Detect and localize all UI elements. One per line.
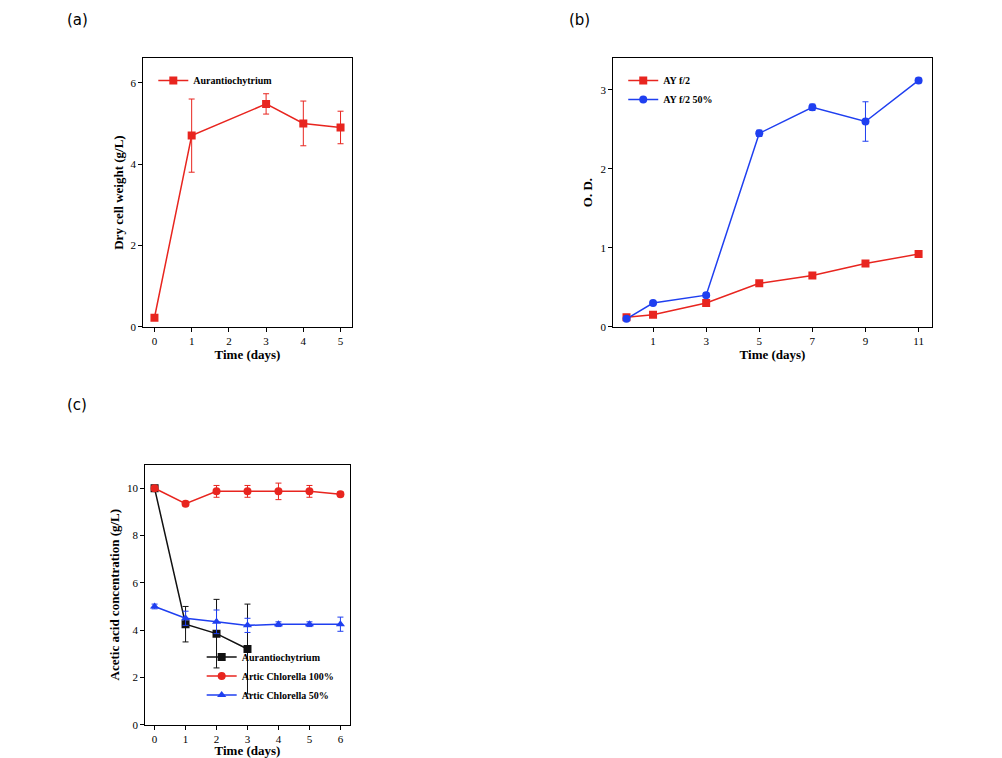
svg-text:AY f/2 50%: AY f/2 50% [663, 94, 712, 105]
svg-text:O. D.: O. D. [580, 178, 595, 207]
svg-text:0: 0 [601, 321, 607, 333]
svg-text:1: 1 [650, 335, 656, 347]
svg-text:(b): (b) [569, 11, 590, 29]
svg-text:Artic Chlorella 100%: Artic Chlorella 100% [242, 671, 334, 682]
svg-text:2: 2 [133, 671, 139, 683]
svg-text:Dry cell weight (g/L): Dry cell weight (g/L) [111, 135, 126, 249]
svg-text:Time (days): Time (days) [740, 347, 806, 362]
svg-text:2: 2 [601, 163, 607, 175]
svg-text:Acetic acid concentration (g/L: Acetic acid concentration (g/L) [107, 509, 122, 680]
svg-text:4: 4 [131, 158, 137, 170]
svg-text:3: 3 [245, 733, 251, 745]
svg-text:Artic Chlorella 50%: Artic Chlorella 50% [242, 690, 329, 701]
svg-text:3: 3 [703, 335, 709, 347]
svg-text:4: 4 [133, 624, 139, 636]
svg-text:1: 1 [183, 733, 189, 745]
svg-text:0: 0 [152, 335, 158, 347]
svg-text:(a): (a) [67, 11, 88, 29]
svg-text:4: 4 [276, 733, 282, 745]
svg-text:4: 4 [301, 335, 307, 347]
svg-text:5: 5 [307, 733, 313, 745]
svg-text:Time (days): Time (days) [215, 743, 281, 758]
svg-text:9: 9 [863, 335, 869, 347]
svg-text:2: 2 [131, 239, 137, 251]
svg-text:Aurantiochytrium: Aurantiochytrium [242, 652, 321, 663]
svg-text:5: 5 [757, 335, 763, 347]
svg-text:0: 0 [131, 321, 137, 333]
svg-text:AY f/2: AY f/2 [663, 75, 690, 86]
svg-text:6: 6 [131, 77, 137, 89]
svg-text:2: 2 [214, 733, 220, 745]
svg-text:0: 0 [133, 718, 139, 730]
svg-text:6: 6 [338, 733, 344, 745]
svg-text:7: 7 [810, 335, 816, 347]
svg-text:(c): (c) [67, 396, 87, 414]
svg-text:2: 2 [226, 335, 232, 347]
svg-text:1: 1 [189, 335, 195, 347]
svg-text:0: 0 [152, 733, 158, 745]
svg-text:5: 5 [338, 335, 344, 347]
svg-text:3: 3 [263, 335, 269, 347]
svg-text:11: 11 [913, 335, 924, 347]
svg-text:Aurantiochytrium: Aurantiochytrium [193, 75, 272, 86]
svg-text:3: 3 [601, 84, 607, 96]
svg-text:6: 6 [133, 577, 139, 589]
svg-text:10: 10 [127, 482, 139, 494]
svg-text:8: 8 [133, 529, 139, 541]
svg-text:1: 1 [601, 242, 607, 254]
svg-text:Time (days): Time (days) [215, 347, 281, 362]
